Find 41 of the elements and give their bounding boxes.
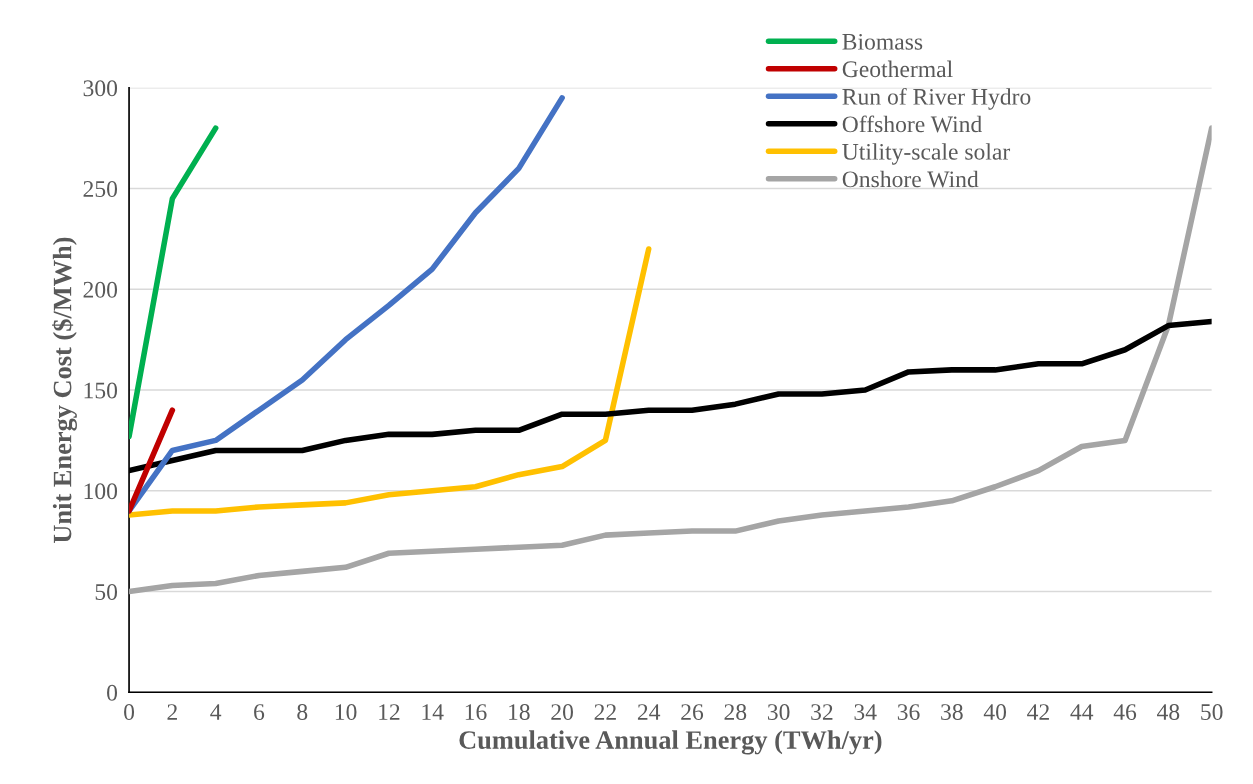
x-tick-label: 22	[594, 704, 616, 720]
x-tick-label: 14	[422, 704, 444, 720]
legend-label: Geothermal	[842, 60, 953, 78]
x-tick-label: 50	[1201, 704, 1223, 720]
x-tick-label: 20	[551, 704, 573, 720]
x-tick-label: 48	[1157, 704, 1180, 720]
x-tick-label: 18	[509, 704, 530, 720]
y-tick-label: 250	[83, 181, 118, 197]
legend-label: Biomass	[842, 33, 923, 50]
y-tick-label: 300	[83, 80, 118, 97]
legend-label: Utility-scale solar	[842, 143, 1011, 165]
y-axis-title: Unit Energy Cost ($/MWh)	[52, 237, 77, 543]
x-tick-label: 28	[724, 704, 747, 720]
y-tick-label: 150	[84, 382, 118, 399]
y-tick-label: 100	[84, 483, 118, 500]
x-tick-label: 38	[941, 704, 963, 720]
y-tick-label: 200	[83, 281, 118, 298]
x-tick-label: 46	[1113, 704, 1137, 720]
x-tick-label: 34	[854, 704, 877, 720]
x-tick-label: 16	[465, 704, 487, 720]
x-tick-label: 24	[637, 704, 661, 720]
x-tick-label: 32	[811, 704, 833, 720]
legend-label: Run of River Hydro	[842, 87, 1031, 110]
x-tick-label: 8	[297, 704, 308, 720]
x-tick-label: 4	[210, 704, 222, 720]
legend-label: Offshore Wind	[842, 115, 982, 133]
x-tick-label: 10	[335, 704, 357, 720]
x-tick-label: 12	[379, 704, 400, 720]
x-tick-label: 2	[167, 704, 177, 720]
x-tick-label: 30	[767, 704, 790, 720]
x-tick-label: 6	[254, 704, 265, 720]
x-tick-label: 36	[897, 704, 920, 720]
y-tick-label: 0	[107, 684, 118, 701]
x-tick-label: 0	[124, 704, 135, 720]
x-tick-label: 42	[1027, 704, 1049, 720]
x-tick-label: 44	[1070, 704, 1094, 720]
x-tick-label: 26	[681, 704, 704, 720]
y-tick-label: 50	[95, 584, 118, 600]
x-axis-title: Cumulative Annual Energy (TWh/yr)	[459, 730, 882, 755]
x-tick-label: 40	[983, 704, 1007, 720]
legend-label: Onshore Wind	[842, 170, 979, 188]
